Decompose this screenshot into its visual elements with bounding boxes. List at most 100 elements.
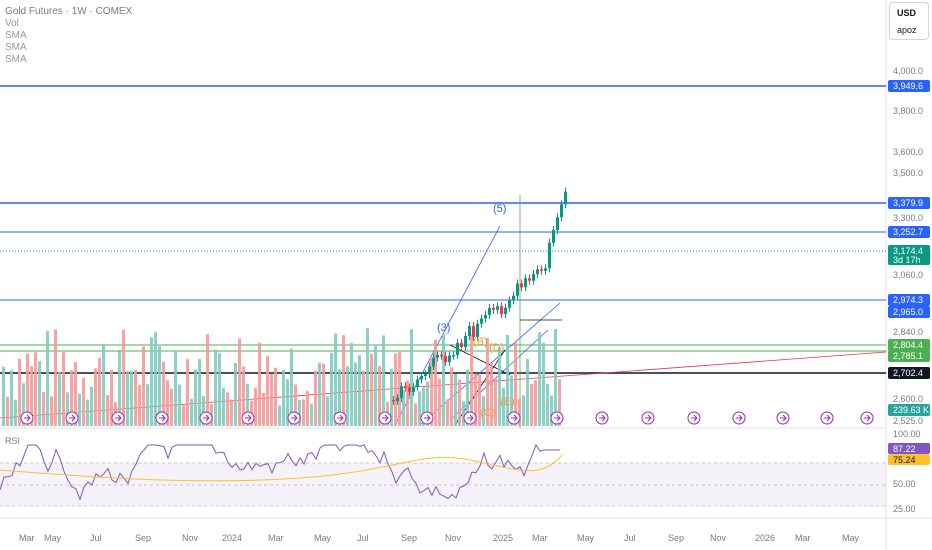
volume-bar <box>86 399 89 426</box>
candle-body <box>460 343 463 348</box>
volume-bar <box>450 367 453 426</box>
candle-body <box>504 307 507 315</box>
volume-bar <box>190 398 193 426</box>
candle-body <box>428 366 431 374</box>
volume-bar <box>398 351 401 426</box>
volume-bar <box>334 333 337 426</box>
volume-bar <box>322 363 325 426</box>
volume-bar <box>342 335 345 426</box>
volume-bar <box>458 379 461 426</box>
rsi-tag <box>888 443 930 454</box>
price-axis-tick: 3,300.0 <box>893 213 923 223</box>
volume-bar <box>502 387 505 426</box>
event-arrow-icon <box>69 414 76 422</box>
volume-bar <box>362 370 365 426</box>
wave-label: (E) <box>500 396 515 408</box>
time-axis-label: Sep <box>135 533 151 543</box>
volume-bar <box>142 346 145 426</box>
price-tag-label: 3,379.9 <box>893 198 923 208</box>
volume-bar <box>118 351 121 426</box>
volume-bar <box>546 383 549 426</box>
candle-body <box>492 307 495 310</box>
legend-sma-2[interactable]: SMA <box>5 42 27 53</box>
volume-bar <box>278 405 281 426</box>
event-arrow-icon <box>291 414 298 422</box>
volume-bar <box>494 378 497 426</box>
volume-bar <box>462 401 465 426</box>
volume-bar <box>98 357 101 426</box>
volume-bar <box>466 369 469 426</box>
volume-bar <box>522 395 525 426</box>
volume-bar <box>194 369 197 426</box>
candle-body <box>556 217 559 230</box>
volume-bar <box>394 353 397 426</box>
volume-bar <box>134 369 137 426</box>
volume-bar <box>358 355 361 426</box>
volume-bar <box>2 366 5 426</box>
volume-bar <box>370 353 373 426</box>
price-tag <box>888 245 930 265</box>
volume-bar <box>162 361 165 426</box>
volume-bar <box>150 337 153 426</box>
time-axis-label: May <box>44 533 62 543</box>
candle-body <box>472 326 475 337</box>
legend-sma-3[interactable]: SMA <box>5 54 27 65</box>
rsi-tag <box>888 454 930 465</box>
volume-bar <box>282 369 285 426</box>
volume-bar <box>262 392 265 426</box>
candle-body <box>456 343 459 356</box>
volume-bar <box>46 330 49 426</box>
event-arrow-icon <box>645 414 652 422</box>
volume-bar <box>526 358 529 426</box>
volume-bar <box>110 369 113 426</box>
volume-bar <box>154 331 157 426</box>
price-tag-label: 2,965.0 <box>893 307 923 317</box>
symbol-title[interactable]: Gold Futures · 1W · COMEX <box>5 6 133 17</box>
candle-body <box>476 323 479 337</box>
volume-bar <box>258 342 261 426</box>
event-arrow-icon <box>691 414 698 422</box>
wave-label: (B) <box>473 336 488 348</box>
volume-bar <box>286 378 289 426</box>
volume-bar <box>490 363 493 426</box>
volume-bar <box>50 396 53 426</box>
volume-bar <box>426 381 429 426</box>
volume-bar <box>390 368 393 426</box>
volume-bar <box>314 370 317 426</box>
volume-bar <box>446 399 449 426</box>
volume-bar <box>266 356 269 426</box>
candle-body <box>452 355 455 357</box>
volume-bar <box>214 349 217 426</box>
volume-bar <box>22 383 25 426</box>
volume-bar <box>230 399 233 426</box>
volume-bar <box>442 334 445 426</box>
time-axis-label: Mar <box>268 533 284 543</box>
volume-bar <box>174 351 177 426</box>
price-tag-label: 3,949.6 <box>893 81 923 91</box>
legend-vol[interactable]: Vol <box>5 18 19 29</box>
volume-bar <box>106 395 109 426</box>
candle-body <box>420 375 423 380</box>
price-tag-countdown: 3d 17h <box>893 255 921 265</box>
volume-bar <box>554 329 557 426</box>
volume-bar <box>378 365 381 426</box>
candle-body <box>496 306 499 310</box>
legend-sma-1[interactable]: SMA <box>5 30 27 41</box>
event-arrow-icon <box>467 414 474 422</box>
rsi-pane-label: RSI <box>5 436 21 446</box>
volume-bar <box>430 358 433 426</box>
candle-body <box>540 269 543 271</box>
time-axis-label: May <box>577 533 595 543</box>
currency-selector[interactable]: USD apoz <box>889 2 929 40</box>
volume-bar <box>54 329 57 426</box>
volume-bar <box>422 387 425 426</box>
price-axis-tick: 3,060.0 <box>893 270 923 280</box>
candle-body <box>488 307 491 315</box>
volume-bar <box>62 352 65 426</box>
volume-bar <box>10 370 13 426</box>
volume-bar <box>486 337 489 426</box>
candle-body <box>480 318 483 324</box>
rsi-ma-line <box>0 454 563 482</box>
volume-bar <box>122 329 125 426</box>
